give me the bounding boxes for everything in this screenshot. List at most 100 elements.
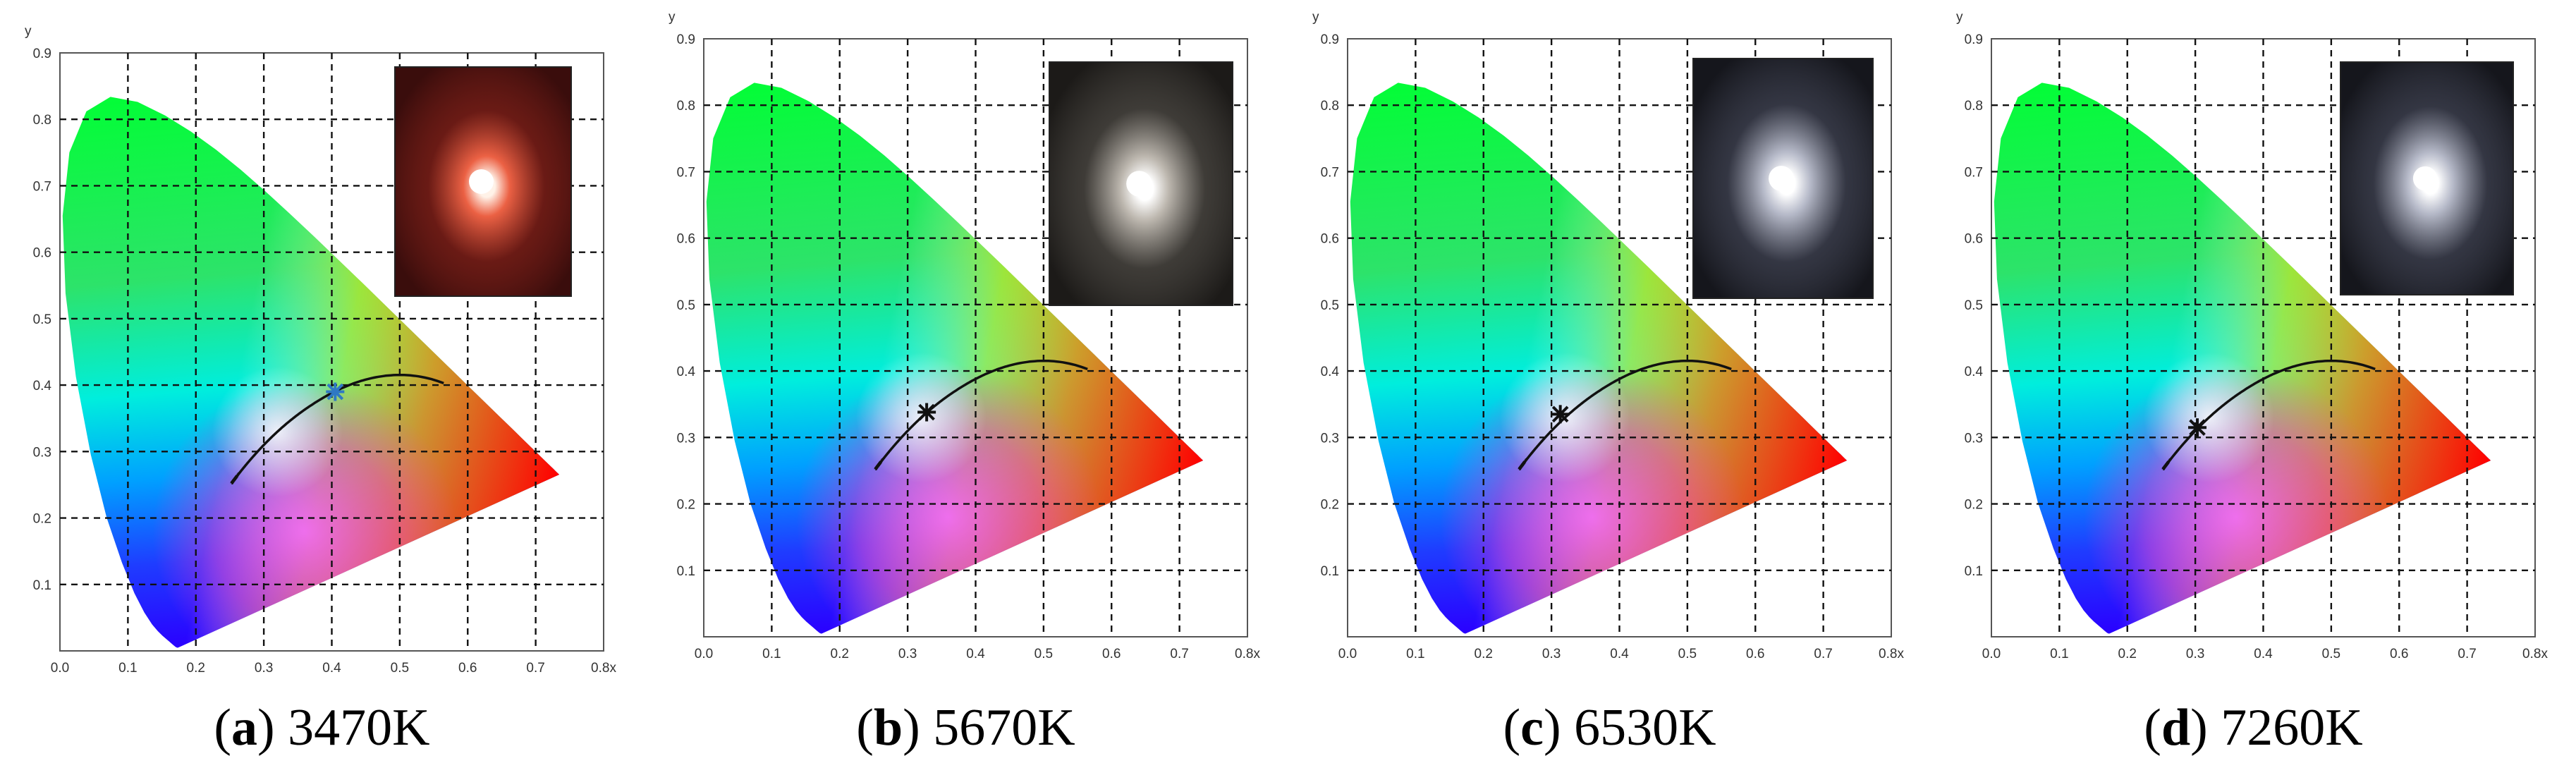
y-tick-label: 0.9 (677, 32, 695, 47)
x-tick-label: 0.8x (1879, 647, 1904, 661)
chart-panel-d: 0.0 0.1 0.2 0.3 0.4 0.5 0.6 0.7 0.8x 0.1 0.2 0.3 0.4… (1931, 0, 2575, 775)
caption-letter-b: b (873, 699, 903, 757)
cie-chart-c: 0.0 0.1 0.2 0.3 0.4 0.5 0.6 0.7 0.8x 0.1 0.2 0.3 0.4… (1312, 10, 1904, 661)
x-tick-label: 0.2 (2118, 647, 2137, 661)
x-tick-label: 0.6 (458, 661, 477, 676)
caption-value-c: 6530K (1574, 699, 1716, 757)
x-tick-label: 0.4 (322, 661, 341, 676)
y-tick-label: 0.7 (33, 179, 51, 194)
planckian-locus (2161, 359, 2376, 471)
caption-a: (a) 3470K (214, 699, 430, 757)
y-tick-label: 0.6 (1321, 232, 1339, 247)
x-tick-label: 0.1 (2050, 647, 2068, 661)
x-tick-label: 0.7 (2458, 647, 2476, 661)
y-tick-label: 0.8 (1965, 99, 1983, 114)
y-tick-label: 0.1 (1321, 564, 1339, 579)
chromaticity-point (2188, 418, 2207, 437)
y-axis-label: y (669, 10, 676, 25)
caption-b: (b) 5670K (856, 699, 1075, 757)
cie-chart-d: 0.0 0.1 0.2 0.3 0.4 0.5 0.6 0.7 0.8x 0.1 0.2 0.3 0.4… (1956, 10, 2548, 661)
x-tick-label: 0.1 (1406, 647, 1424, 661)
x-tick-label: 0.5 (1034, 647, 1053, 661)
x-tick-label: 0.6 (2390, 647, 2408, 661)
y-tick-label: 0.4 (33, 379, 52, 393)
x-tick-label: 0.1 (762, 647, 781, 661)
x-tick-label: 0.3 (898, 647, 917, 661)
chromaticity-point (326, 382, 345, 401)
x-tick-label: 0.7 (526, 661, 544, 676)
y-tick-label: 0.9 (33, 47, 51, 61)
caption-c: (c) 6530K (1503, 699, 1716, 757)
planckian-locus (1518, 359, 1732, 471)
x-tick-label: 0.5 (1678, 647, 1697, 661)
caption-d: (d) 7260K (2144, 699, 2363, 757)
x-tick-label: 0.7 (1170, 647, 1188, 661)
y-tick-label: 0.5 (1965, 298, 1983, 313)
x-tick-label: 0.5 (391, 661, 409, 676)
y-tick-label: 0.9 (1965, 32, 1983, 47)
inset-photo (1692, 58, 1874, 299)
y-tick-label: 0.7 (1965, 165, 1983, 180)
y-tick-label: 0.1 (33, 578, 51, 593)
x-tick-label: 0.1 (118, 661, 137, 676)
x-tick-label: 0.0 (1338, 647, 1357, 661)
y-tick-label: 0.4 (1965, 365, 1984, 379)
inset-photo (2340, 61, 2514, 295)
planckian-locus (230, 373, 444, 485)
y-tick-label: 0.2 (1965, 498, 1983, 513)
x-tick-label: 0.4 (966, 647, 985, 661)
y-tick-label: 0.2 (677, 498, 695, 513)
cie-chart-b: 0.0 0.1 0.2 0.3 0.4 0.5 0.6 0.7 0.8x 0.1 0.2 0.3 0.4… (669, 10, 1260, 661)
x-tick-label: 0.4 (1610, 647, 1629, 661)
x-tick-label: 0.0 (51, 661, 69, 676)
x-tick-label: 0.3 (255, 661, 273, 676)
x-tick-label: 0.2 (1475, 647, 1493, 661)
x-tick-label: 0.0 (695, 647, 713, 661)
y-tick-label: 0.5 (1321, 298, 1339, 313)
y-tick-label: 0.3 (1965, 431, 1983, 446)
y-tick-label: 0.6 (33, 246, 51, 261)
y-tick-label: 0.5 (677, 298, 695, 313)
y-tick-label: 0.7 (1321, 165, 1339, 180)
caption-value-b: 5670K (933, 699, 1075, 757)
y-axis-label: y (1312, 10, 1319, 25)
y-tick-label: 0.7 (677, 165, 695, 180)
y-tick-label: 0.2 (1321, 498, 1339, 513)
y-tick-label: 0.6 (677, 232, 695, 247)
caption-value-a: 3470K (288, 699, 430, 757)
x-tick-label: 0.4 (2254, 647, 2273, 661)
y-tick-label: 0.3 (33, 445, 51, 460)
inset-photo (1049, 61, 1233, 306)
y-tick-label: 0.3 (677, 431, 695, 446)
chromaticity-point (917, 403, 936, 422)
y-tick-label: 0.8 (33, 113, 51, 128)
x-tick-label: 0.8x (2522, 647, 2548, 661)
y-tick-label: 0.9 (1321, 32, 1339, 47)
x-tick-label: 0.2 (187, 661, 205, 676)
chart-panel-c: 0.0 0.1 0.2 0.3 0.4 0.5 0.6 0.7 0.8x 0.1 0.2 0.3 0.4… (1288, 0, 1931, 775)
x-tick-label: 0.6 (1746, 647, 1764, 661)
y-tick-label: 0.8 (1321, 99, 1339, 114)
x-tick-label: 0.3 (2186, 647, 2204, 661)
x-tick-label: 0.5 (2322, 647, 2340, 661)
y-tick-label: 0.4 (1321, 365, 1340, 379)
y-tick-label: 0.1 (1965, 564, 1983, 579)
planckian-locus (874, 359, 1088, 471)
y-tick-label: 0.1 (677, 564, 695, 579)
x-tick-label: 0.2 (831, 647, 849, 661)
x-tick-label: 0.3 (1542, 647, 1561, 661)
chart-panel-a: 0.0 0.1 0.2 0.3 0.4 0.5 0.6 0.7 0.8x 0.1 0.2 0.3 0.4… (0, 0, 644, 775)
x-tick-label: 0.6 (1102, 647, 1121, 661)
caption-letter-d: d (2161, 699, 2191, 757)
inset-photo (394, 66, 572, 297)
x-tick-label: 0.0 (1982, 647, 2001, 661)
caption-letter-c: c (1520, 699, 1544, 757)
chart-panel-b: 0.0 0.1 0.2 0.3 0.4 0.5 0.6 0.7 0.8x 0.1 0.2 0.3 0.4… (644, 0, 1288, 775)
y-tick-label: 0.2 (33, 512, 51, 527)
y-tick-label: 0.8 (677, 99, 695, 114)
x-tick-label: 0.8x (591, 661, 616, 676)
x-tick-label: 0.8x (1235, 647, 1260, 661)
chromaticity-point (1551, 405, 1570, 424)
y-axis-label: y (25, 24, 32, 39)
x-tick-label: 0.7 (1814, 647, 1832, 661)
